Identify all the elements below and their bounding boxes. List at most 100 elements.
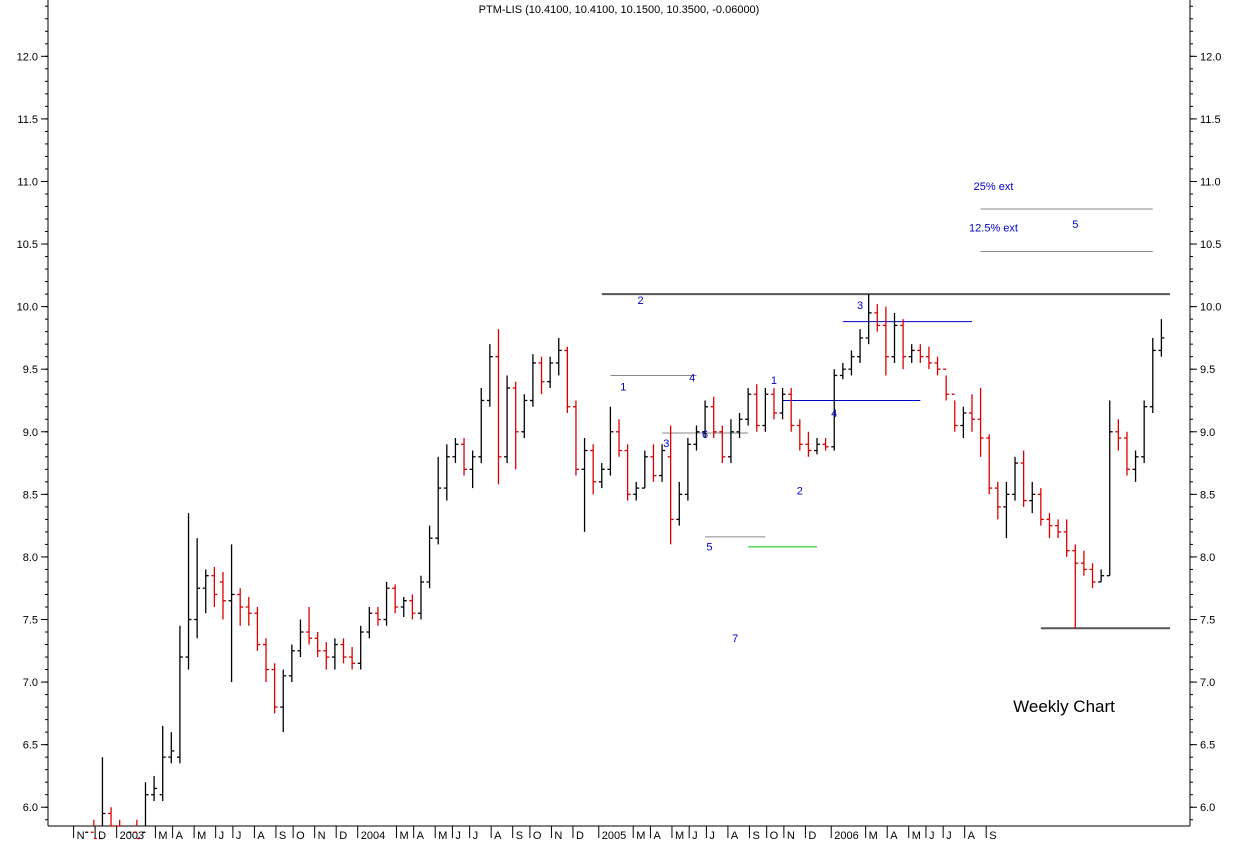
price-bar bbox=[1080, 550, 1087, 576]
price-bar bbox=[882, 306, 889, 376]
y-tick-label-left: 8.5 bbox=[23, 489, 38, 501]
price-bar bbox=[968, 394, 975, 432]
y-tick-label-right: 8.5 bbox=[1200, 489, 1215, 501]
price-bar bbox=[271, 663, 278, 714]
wave-label: 6 bbox=[702, 429, 708, 441]
y-tick-label-right: 12.0 bbox=[1200, 51, 1221, 63]
x-tick-label: J bbox=[709, 830, 715, 842]
x-tick-label: J bbox=[455, 830, 461, 842]
wave-label: 1 bbox=[620, 381, 626, 393]
price-bar bbox=[633, 481, 640, 501]
price-bar bbox=[814, 438, 821, 455]
wave-label: 4 bbox=[689, 373, 695, 385]
wave-label: 1 bbox=[771, 375, 777, 387]
wave-label: 2 bbox=[797, 485, 803, 497]
price-bar bbox=[667, 425, 674, 545]
x-tick-label: D bbox=[339, 830, 347, 842]
price-bar bbox=[435, 456, 442, 545]
price-bar bbox=[727, 419, 734, 464]
y-tick-label-left: 7.5 bbox=[23, 615, 38, 627]
price-bar bbox=[891, 312, 898, 363]
price-bar bbox=[108, 807, 115, 827]
price-bar bbox=[1029, 481, 1036, 514]
price-bar bbox=[684, 438, 691, 501]
y-tick-label-right: 11.0 bbox=[1200, 176, 1221, 188]
price-bar bbox=[400, 596, 407, 617]
wave-label: 4 bbox=[831, 408, 837, 420]
wave-label: 12.5% ext bbox=[969, 223, 1018, 235]
price-bar bbox=[986, 434, 993, 495]
price-bar bbox=[719, 425, 726, 464]
x-tick-label: J bbox=[692, 830, 698, 842]
price-bar bbox=[848, 350, 855, 376]
price-bar bbox=[288, 644, 295, 683]
price-bars-layer bbox=[82, 294, 1165, 846]
x-tick-label: M bbox=[438, 830, 447, 842]
price-bar bbox=[779, 387, 786, 420]
price-bar bbox=[762, 387, 769, 432]
y-tick-label-left: 9.5 bbox=[23, 364, 38, 376]
price-bar bbox=[323, 642, 330, 670]
y-tick-label-left: 8.0 bbox=[23, 552, 38, 564]
x-tick-label: J bbox=[946, 830, 952, 842]
price-bar bbox=[745, 387, 752, 426]
x-tick-label: A bbox=[890, 830, 898, 842]
x-tick-label: N bbox=[554, 830, 562, 842]
x-tick-label: 2003 bbox=[120, 830, 144, 842]
wave-label: 2 bbox=[637, 295, 643, 307]
x-tick-label: 2004 bbox=[361, 830, 385, 842]
price-bar bbox=[133, 819, 140, 840]
price-bar bbox=[409, 594, 416, 620]
price-bar bbox=[607, 406, 614, 476]
price-bar bbox=[469, 450, 476, 489]
x-tick-label: M bbox=[197, 830, 206, 842]
wave-label: 25% ext bbox=[974, 181, 1014, 193]
price-bar bbox=[495, 329, 502, 485]
price-bar bbox=[874, 304, 881, 332]
price-bar bbox=[1098, 569, 1105, 583]
price-bar bbox=[624, 444, 631, 501]
x-tick-label: O bbox=[533, 830, 542, 842]
y-tick-label-right: 6.5 bbox=[1200, 740, 1215, 752]
price-bar bbox=[1132, 450, 1139, 482]
price-bar bbox=[598, 463, 605, 489]
price-bar bbox=[478, 387, 485, 464]
y-tick-label-right: 11.5 bbox=[1200, 114, 1221, 126]
price-bar bbox=[796, 419, 803, 451]
price-bar bbox=[564, 346, 571, 413]
x-tick-label: O bbox=[296, 830, 305, 842]
price-bar bbox=[572, 400, 579, 476]
x-tick-label: M bbox=[636, 830, 645, 842]
price-bar bbox=[237, 588, 244, 626]
price-bar bbox=[486, 344, 493, 407]
price-bar bbox=[90, 819, 97, 840]
price-bar bbox=[1106, 400, 1113, 577]
price-bar bbox=[994, 481, 1001, 520]
price-bar bbox=[159, 725, 166, 801]
wave-label: 5 bbox=[1072, 219, 1078, 231]
price-bar bbox=[374, 606, 381, 626]
x-tick-label: A bbox=[968, 830, 976, 842]
price-bar bbox=[1055, 519, 1062, 539]
y-tick-label-left: 6.5 bbox=[23, 740, 38, 752]
price-bar bbox=[1158, 319, 1165, 357]
price-bar bbox=[831, 369, 838, 451]
price-bar bbox=[521, 394, 528, 439]
price-bar bbox=[908, 344, 915, 363]
y-tick-label-left: 10.5 bbox=[17, 239, 38, 251]
price-bar bbox=[366, 606, 373, 639]
trendlines-layer bbox=[601, 208, 1170, 630]
price-bar bbox=[185, 513, 192, 670]
x-tick-label: D bbox=[576, 830, 584, 842]
x-tick-label: M bbox=[912, 830, 921, 842]
price-bar bbox=[1123, 431, 1130, 476]
price-bar bbox=[616, 419, 622, 457]
price-bar bbox=[934, 356, 941, 376]
x-tick-label: O bbox=[770, 830, 779, 842]
price-bar bbox=[340, 638, 347, 664]
price-bar bbox=[805, 431, 812, 457]
price-bar bbox=[538, 356, 545, 395]
x-tick-label: M bbox=[675, 830, 684, 842]
x-tick-label: S bbox=[279, 830, 286, 842]
